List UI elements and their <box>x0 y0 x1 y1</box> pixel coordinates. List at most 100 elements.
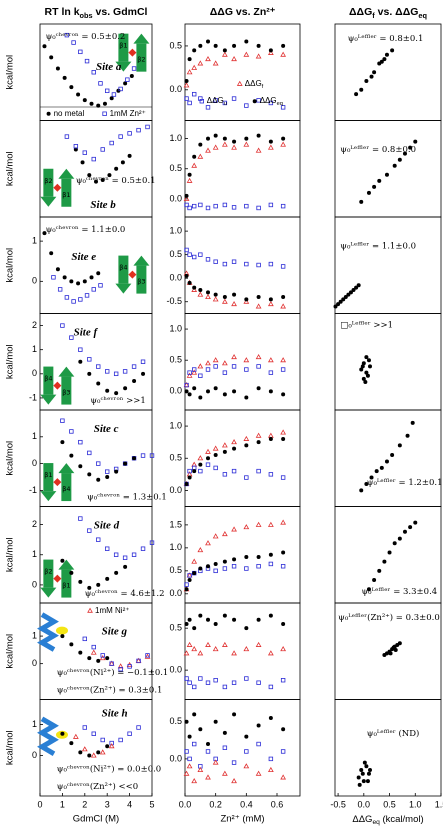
data-point <box>244 39 249 44</box>
data-point <box>113 552 119 557</box>
data-point <box>94 179 98 184</box>
strand-arrow <box>43 463 54 492</box>
data-point <box>69 279 74 284</box>
data-point <box>73 147 78 152</box>
legend-label-part: ΔΔG <box>260 96 277 105</box>
y-tick-label: 1 <box>32 431 37 441</box>
data-point <box>118 737 123 743</box>
data-point <box>280 105 286 110</box>
data-point <box>96 103 101 108</box>
data-point <box>360 771 365 776</box>
data-point <box>221 298 228 304</box>
x-tick-label: 0.6 <box>271 799 284 809</box>
data-point <box>191 461 198 467</box>
data-point <box>397 443 402 448</box>
data-point <box>280 774 287 780</box>
strand-arrow <box>118 33 129 62</box>
data-point <box>60 634 65 639</box>
y-axis-title: kcal/mol <box>5 344 16 379</box>
data-point <box>268 48 273 53</box>
data-point <box>231 364 237 369</box>
data-point <box>183 770 190 776</box>
data-point <box>192 469 197 474</box>
data-point <box>356 283 361 288</box>
y-tick-label: 0.0 <box>169 665 182 675</box>
data-point <box>64 32 70 38</box>
data-point <box>87 472 92 477</box>
data-point <box>184 273 189 278</box>
data-point <box>81 746 88 752</box>
data-point <box>361 376 366 381</box>
data-point <box>91 287 96 292</box>
data-point <box>78 297 83 302</box>
data-point <box>232 446 237 451</box>
data-point <box>89 101 94 106</box>
y-tick-label: 1.5 <box>169 519 182 529</box>
data-point <box>361 779 366 784</box>
data-point <box>244 734 249 739</box>
data-point <box>205 462 211 467</box>
data-point <box>268 756 274 762</box>
site-label: Site e <box>71 251 96 263</box>
strand-arrow <box>43 366 54 395</box>
data-point <box>372 184 377 189</box>
data-point <box>198 566 203 571</box>
data-point <box>96 477 101 482</box>
strand-arrow-head <box>133 33 150 44</box>
data-point <box>280 564 286 569</box>
site-label: Site a <box>96 61 122 73</box>
data-point <box>69 85 74 90</box>
data-point <box>231 259 237 264</box>
data-point <box>184 193 189 198</box>
metal-site <box>128 48 137 57</box>
data-point <box>129 73 134 78</box>
data-point <box>359 488 364 493</box>
data-point <box>243 763 250 769</box>
data-point <box>108 743 115 749</box>
y-tick-label: 0 <box>32 579 37 589</box>
data-point <box>390 453 395 458</box>
legend-label-part: eq <box>277 102 283 108</box>
data-point <box>377 178 382 183</box>
data-point <box>232 617 237 622</box>
data-point <box>232 557 237 562</box>
data-point <box>205 147 211 153</box>
data-point <box>140 453 146 458</box>
y-tick-label: 0 <box>32 458 37 468</box>
data-point <box>187 573 192 578</box>
data-point <box>221 770 228 776</box>
data-point <box>57 287 63 292</box>
data-point <box>280 51 287 57</box>
y-tick-label: 1 <box>32 630 37 640</box>
data-point <box>100 178 105 183</box>
data-point <box>184 621 189 626</box>
data-point <box>268 684 274 690</box>
data-point <box>192 386 197 391</box>
data-point <box>69 570 74 575</box>
strand-arrow-head <box>58 463 75 474</box>
data-point <box>123 564 128 569</box>
data-point <box>222 48 227 53</box>
data-point <box>384 172 389 177</box>
data-point <box>132 379 137 384</box>
data-point <box>255 147 262 153</box>
data-point <box>222 392 227 397</box>
data-point <box>280 367 286 372</box>
data-point <box>387 550 392 555</box>
data-point <box>222 730 227 735</box>
data-point <box>105 469 110 474</box>
data-point <box>87 753 92 758</box>
data-point <box>184 719 189 724</box>
column-title: ΔΔGf vs. ΔΔGeq <box>349 6 427 21</box>
data-point <box>184 389 189 394</box>
annotation: ψ₀ᶜʰᵉᵛʳᵒⁿ = 0.5±0.1 <box>76 176 156 186</box>
data-point <box>212 60 219 66</box>
data-point <box>256 205 261 211</box>
metal-site <box>53 574 62 583</box>
data-point <box>360 364 365 369</box>
x-tick-label: 3 <box>105 799 110 809</box>
strand-label: β4 <box>119 264 127 272</box>
data-point <box>184 676 189 681</box>
x-tick-label: 0.2 <box>209 799 222 809</box>
